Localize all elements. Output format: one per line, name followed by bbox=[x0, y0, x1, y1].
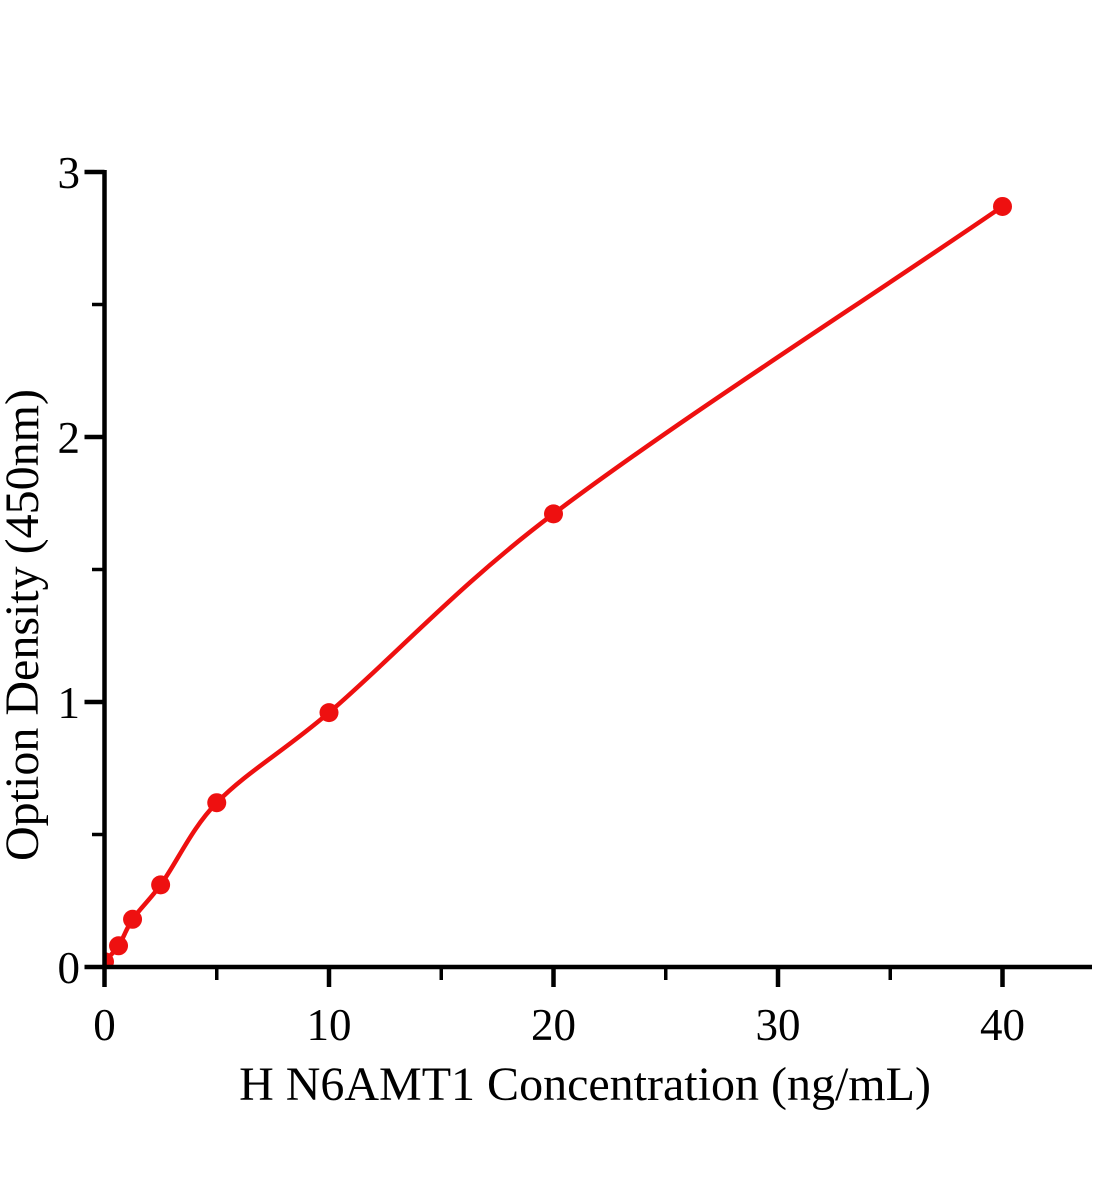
axis-ticks-group bbox=[84, 169, 1005, 987]
data-point bbox=[544, 504, 563, 524]
y-tick-label: 0 bbox=[58, 943, 81, 993]
x-tick-label: 10 bbox=[307, 1000, 352, 1050]
y-axis-title: Option Density (450nm) bbox=[0, 389, 49, 861]
x-tick-label: 0 bbox=[93, 1000, 116, 1050]
y-tick-label: 3 bbox=[58, 148, 81, 198]
y-tick-label: 2 bbox=[58, 413, 81, 463]
data-point bbox=[207, 793, 227, 813]
x-axis-title: H N6AMT1 Concentration (ng/mL) bbox=[239, 1058, 931, 1111]
fit-curve-line bbox=[104, 204, 1005, 964]
data-points-group bbox=[104, 196, 1012, 967]
data-point bbox=[109, 936, 129, 956]
data-point bbox=[151, 875, 171, 895]
y-tick-label: 1 bbox=[58, 678, 81, 728]
x-tick-label: 20 bbox=[531, 1000, 576, 1050]
x-tick-label: 40 bbox=[980, 1000, 1025, 1050]
axes-group bbox=[84, 169, 1092, 987]
data-point bbox=[104, 952, 114, 967]
tick-labels-group: 0 10 20 30 40 0 1 2 3 bbox=[58, 148, 1026, 1050]
data-point bbox=[993, 196, 1012, 216]
data-point bbox=[123, 909, 143, 929]
data-point bbox=[319, 703, 339, 723]
x-tick-label: 30 bbox=[756, 1000, 801, 1050]
